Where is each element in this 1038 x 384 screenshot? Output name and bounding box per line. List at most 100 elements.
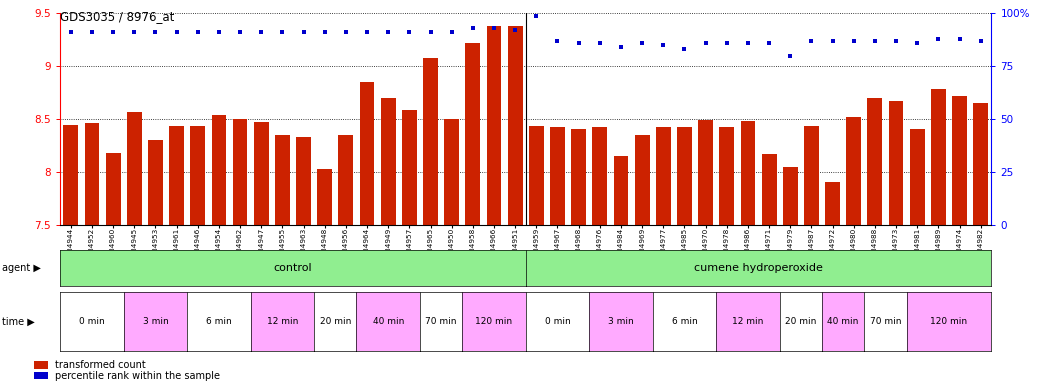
Bar <box>402 109 417 384</box>
Bar <box>974 103 988 384</box>
Point <box>951 36 967 42</box>
Bar <box>699 120 713 384</box>
Bar <box>593 127 607 384</box>
Bar <box>106 153 120 384</box>
Text: 12 min: 12 min <box>267 317 298 326</box>
Bar <box>424 58 438 384</box>
Bar <box>508 26 522 384</box>
Bar <box>889 101 903 384</box>
Point <box>211 30 227 36</box>
Bar <box>296 137 311 384</box>
Bar <box>381 98 395 384</box>
Point <box>126 30 142 36</box>
Bar <box>571 129 586 384</box>
Bar <box>465 43 481 384</box>
Point <box>465 25 482 31</box>
Text: transformed count: transformed count <box>55 360 145 370</box>
FancyBboxPatch shape <box>34 372 48 379</box>
Text: 120 min: 120 min <box>475 317 513 326</box>
Point <box>887 38 904 44</box>
Bar <box>169 126 184 384</box>
Point <box>274 30 291 36</box>
Bar <box>931 89 946 384</box>
Bar <box>233 119 247 384</box>
Bar <box>190 126 206 384</box>
Bar <box>84 123 100 384</box>
Text: 0 min: 0 min <box>545 317 570 326</box>
Point <box>782 53 798 59</box>
Point <box>443 30 460 36</box>
Text: 12 min: 12 min <box>732 317 764 326</box>
Text: GDS3035 / 8976_at: GDS3035 / 8976_at <box>60 10 174 23</box>
Point <box>295 30 311 36</box>
Bar <box>825 182 840 384</box>
Bar <box>613 156 628 384</box>
Point <box>549 38 566 44</box>
Bar <box>804 126 819 384</box>
Point <box>253 30 270 36</box>
Text: 70 min: 70 min <box>870 317 901 326</box>
Point <box>845 38 862 44</box>
Bar <box>762 154 776 384</box>
Bar <box>148 140 163 384</box>
Bar <box>254 122 269 384</box>
Point <box>655 42 672 48</box>
Bar <box>910 129 925 384</box>
Text: 6 min: 6 min <box>672 317 698 326</box>
Point <box>84 30 101 36</box>
Point <box>168 30 185 36</box>
Point <box>486 25 502 31</box>
Point <box>718 40 735 46</box>
Text: control: control <box>274 263 312 273</box>
Point <box>317 30 333 36</box>
Point <box>190 30 207 36</box>
Bar <box>529 126 544 384</box>
Point <box>105 30 121 36</box>
Bar <box>868 98 882 384</box>
Text: 0 min: 0 min <box>79 317 105 326</box>
Point <box>507 27 523 33</box>
Text: 40 min: 40 min <box>373 317 404 326</box>
Text: 20 min: 20 min <box>785 317 817 326</box>
Point <box>761 40 777 46</box>
Bar <box>359 82 375 384</box>
Point <box>634 40 651 46</box>
Bar <box>677 127 692 384</box>
Text: percentile rank within the sample: percentile rank within the sample <box>55 371 220 381</box>
Text: 6 min: 6 min <box>206 317 231 326</box>
Bar <box>634 135 650 384</box>
Bar <box>656 127 671 384</box>
Point <box>592 40 608 46</box>
Point <box>930 36 947 42</box>
Bar <box>550 127 565 384</box>
Point <box>698 40 714 46</box>
Point <box>401 30 417 36</box>
Point <box>147 30 164 36</box>
Point <box>337 30 354 36</box>
Text: 40 min: 40 min <box>827 317 858 326</box>
Text: agent ▶: agent ▶ <box>2 263 40 273</box>
Text: cumene hydroperoxide: cumene hydroperoxide <box>694 263 823 273</box>
Point <box>528 12 545 18</box>
Bar <box>444 119 459 384</box>
Point <box>867 38 883 44</box>
Bar <box>338 135 353 384</box>
Bar <box>212 115 226 384</box>
Point <box>380 30 397 36</box>
Point <box>676 46 692 52</box>
Point <box>570 40 586 46</box>
Point <box>824 38 841 44</box>
Bar <box>952 96 967 384</box>
Text: 120 min: 120 min <box>930 317 967 326</box>
Point <box>973 38 989 44</box>
Point <box>422 30 439 36</box>
Bar <box>846 117 862 384</box>
Bar <box>783 167 797 384</box>
Point <box>803 38 820 44</box>
FancyBboxPatch shape <box>34 361 48 369</box>
Point <box>62 30 79 36</box>
Point <box>909 40 926 46</box>
Point <box>231 30 248 36</box>
Point <box>612 44 629 50</box>
Text: 70 min: 70 min <box>426 317 457 326</box>
